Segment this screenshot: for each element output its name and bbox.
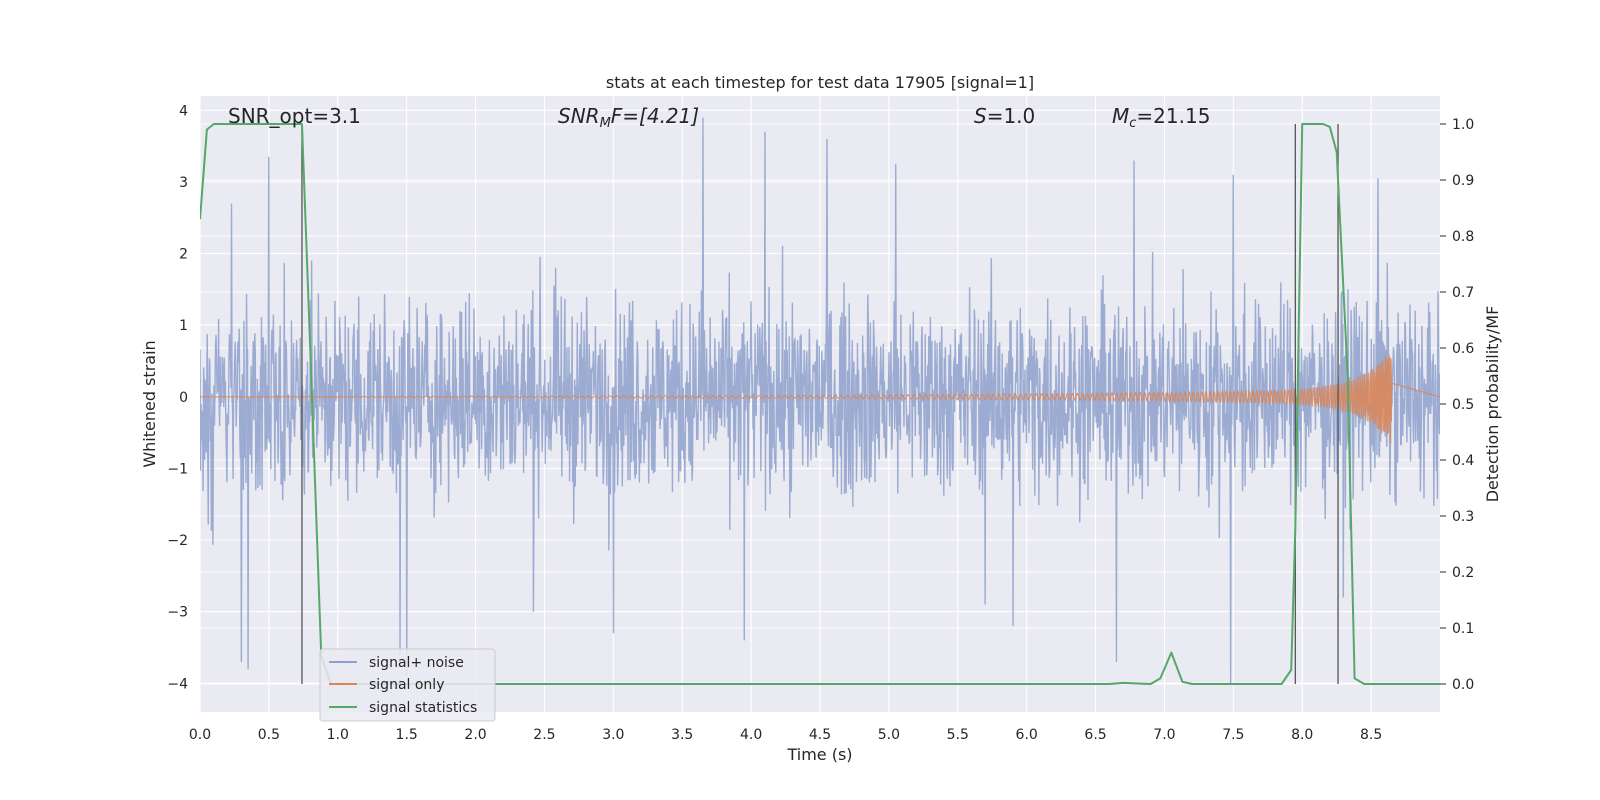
y-tick-label-7: 3: [179, 175, 188, 191]
y2-tick-label-1: 0.1: [1452, 621, 1474, 637]
y-tick-label-6: 2: [179, 247, 188, 263]
x-tick-label-17: 8.5: [1360, 727, 1382, 743]
signal-only-series: [200, 354, 1440, 443]
legend-label-noise: signal+ noise: [369, 655, 464, 671]
annotation-snr-opt: SNR_opt=3.1: [228, 104, 361, 128]
y2-tick-label-0: 0.0: [1452, 677, 1474, 693]
x-tick-label-3: 1.5: [396, 727, 418, 743]
y-tick-label-5: 1: [179, 318, 188, 334]
y2-tick-label-7: 0.7: [1452, 285, 1474, 301]
x-tick-label-8: 4.0: [740, 727, 762, 743]
y2-tick-label-6: 0.6: [1452, 341, 1474, 357]
y-tick-label-3: −1: [167, 461, 188, 477]
series-line-signal-statistics: [200, 123, 1440, 685]
y2-axis-ticks: 0.0 0.1 0.2 0.3 0.4 0.5 0.6 0.7 0.8 0.9 1.0: [1440, 117, 1474, 693]
x-tick-label-14: 7.0: [1153, 727, 1175, 743]
threshold-lines: [301, 124, 1339, 684]
x-tick-label-2: 1.0: [327, 727, 349, 743]
x-axis-label: Time (s): [786, 745, 852, 764]
series-line-signal-noise: [200, 117, 1440, 684]
y-axis-ticks: −4 −3 −2 −1 0 1 2 3 4: [167, 103, 188, 692]
annotation-mc: Mc=21.15: [1112, 104, 1210, 131]
y2-tick-label-8: 0.8: [1452, 229, 1474, 245]
legend: signal+ noise signal only signal statist…: [319, 648, 496, 722]
x-tick-label-11: 5.5: [947, 727, 969, 743]
legend-label-signal: signal only: [369, 677, 444, 693]
x-tick-label-13: 6.5: [1084, 727, 1106, 743]
y2-tick-label-3: 0.3: [1452, 509, 1474, 525]
x-tick-label-4: 2.0: [464, 727, 486, 743]
x-tick-label-1: 0.5: [258, 727, 280, 743]
y2-tick-label-9: 0.9: [1452, 173, 1474, 189]
x-tick-label-0: 0.0: [189, 727, 211, 743]
y2-tick-label-4: 0.4: [1452, 453, 1474, 469]
x-tick-label-6: 3.0: [602, 727, 624, 743]
x-tick-label-7: 3.5: [671, 727, 693, 743]
legend-box: [319, 648, 496, 722]
annotation-snr-mf: SNRMF=[4.21]: [558, 104, 699, 131]
y2-tick-label-10: 1.0: [1452, 117, 1474, 133]
y2-axis-label: Detection probability/MF: [1483, 306, 1502, 503]
y-tick-label-2: −2: [167, 533, 188, 549]
legend-label-statistics: signal statistics: [369, 700, 477, 716]
y-tick-label-8: 4: [179, 103, 188, 119]
y-tick-label-0: −4: [167, 676, 188, 692]
series-line-signal-only: [200, 354, 1440, 443]
x-tick-label-10: 5.0: [878, 727, 900, 743]
y-axis-label: Whitened strain: [140, 340, 159, 467]
signal-statistics-series: [200, 123, 1440, 685]
x-tick-label-5: 2.5: [533, 727, 555, 743]
annotation-s: S=1.0: [974, 104, 1035, 128]
x-tick-label-15: 7.5: [1222, 727, 1244, 743]
y-tick-label-4: 0: [179, 390, 188, 406]
y2-tick-label-2: 0.2: [1452, 565, 1474, 581]
signal-noise-series: [200, 117, 1440, 684]
x-tick-label-16: 8.0: [1291, 727, 1313, 743]
x-axis-ticks: 0.0 0.5 1.0 1.5 2.0 2.5 3.0 3.5 4.0 4.5 5.0 5.5 6.0 6…: [189, 727, 1382, 743]
y2-tick-label-5: 0.5: [1452, 397, 1474, 413]
y-tick-label-1: −3: [167, 605, 188, 621]
x-tick-label-12: 6.0: [1016, 727, 1038, 743]
chart-title: stats at each timestep for test data 179…: [606, 73, 1034, 92]
x-tick-label-9: 4.5: [809, 727, 831, 743]
